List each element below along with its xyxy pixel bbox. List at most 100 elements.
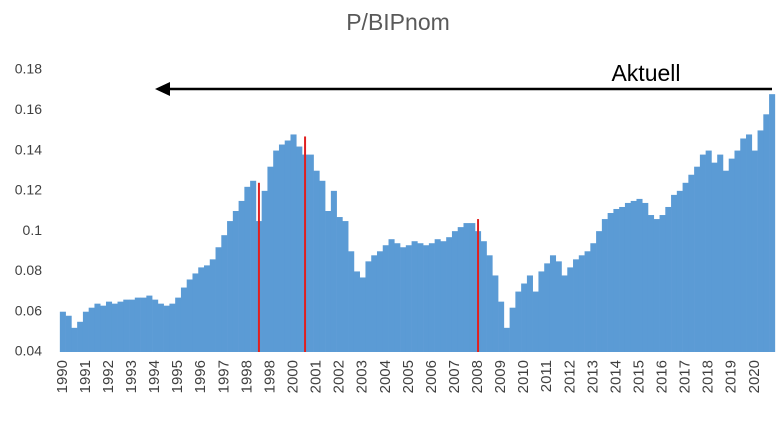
bar: [180, 287, 188, 352]
bar: [740, 138, 747, 352]
bar: [734, 150, 741, 352]
bar: [261, 190, 268, 352]
y-tick-label: 0.08: [15, 262, 42, 278]
x-tick-label: 1994: [146, 360, 163, 393]
bar: [359, 277, 366, 352]
bar: [371, 255, 378, 352]
bar: [515, 291, 522, 352]
bar: [273, 150, 280, 352]
x-tick-label: 2019: [723, 360, 740, 393]
bar: [71, 327, 78, 352]
bar: [204, 265, 211, 352]
bar: [769, 94, 776, 353]
bar: [129, 299, 136, 352]
y-tick-label: 0.16: [15, 101, 42, 117]
highlight-bar: [477, 219, 480, 352]
x-tick-label: 2012: [561, 360, 578, 393]
bar: [382, 245, 389, 352]
bar: [238, 200, 245, 352]
bar: [284, 140, 291, 352]
bar: [682, 182, 689, 352]
bar: [157, 303, 164, 352]
bar: [480, 241, 487, 352]
x-tick-label: 1998: [261, 360, 278, 393]
y-tick-label: 0.14: [15, 141, 42, 157]
bar: [711, 162, 718, 352]
bar: [688, 174, 695, 352]
x-tick-label: 2018: [700, 360, 717, 393]
bar: [353, 271, 360, 352]
bar: [163, 305, 170, 352]
bar: [763, 114, 770, 352]
bar: [82, 311, 89, 352]
bar: [290, 134, 297, 352]
bar: [757, 130, 764, 352]
bar: [388, 239, 395, 352]
x-tick-label: 1996: [192, 360, 209, 393]
bar: [584, 251, 591, 352]
bar: [417, 243, 424, 352]
bar: [423, 245, 430, 352]
bar: [457, 227, 464, 352]
arrow-head: [155, 82, 170, 96]
bar: [59, 311, 66, 352]
bar: [578, 255, 585, 352]
bar: [538, 271, 545, 352]
x-tick-label: 2020: [746, 360, 763, 393]
x-tick-label: 2006: [423, 360, 440, 393]
bar: [665, 206, 672, 352]
bar: [123, 299, 130, 352]
bar: [394, 243, 401, 352]
x-tick-label: 1993: [123, 360, 140, 393]
bar: [146, 295, 153, 352]
bar: [544, 263, 551, 352]
x-tick-label: 2017: [677, 360, 694, 393]
bar: [659, 215, 666, 352]
x-tick-label: 2001: [308, 360, 325, 393]
bar: [117, 301, 124, 352]
bar: [100, 305, 107, 352]
x-tick-label: 2011: [538, 360, 555, 392]
bar: [751, 150, 758, 352]
x-tick-label: 2003: [354, 360, 371, 393]
bar: [596, 231, 603, 352]
x-tick-label: 1995: [169, 360, 186, 393]
bar: [88, 307, 95, 352]
bar: [567, 267, 574, 352]
bar: [325, 211, 332, 352]
x-tick-label: 2015: [630, 360, 647, 393]
bar: [198, 267, 205, 352]
x-tick-label: 1990: [54, 360, 71, 393]
bar: [446, 237, 453, 352]
x-tick-label: 2005: [400, 360, 417, 393]
bar: [434, 239, 441, 352]
bar: [492, 275, 499, 352]
bar: [175, 297, 182, 352]
y-tick-label: 0.12: [15, 182, 42, 198]
bar: [486, 255, 493, 352]
bar: [267, 166, 274, 352]
highlight-bar: [257, 182, 260, 352]
bar: [348, 251, 355, 352]
bar: [549, 255, 557, 352]
bar: [451, 231, 459, 352]
bar: [699, 154, 706, 352]
bar: [428, 243, 435, 352]
bar: [405, 245, 412, 352]
bar: [728, 158, 735, 352]
bar: [717, 154, 724, 352]
bar: [642, 202, 649, 352]
x-tick-label: 2007: [446, 360, 463, 393]
bar: [313, 170, 320, 352]
bar: [509, 307, 516, 352]
bar: [503, 327, 510, 352]
bar: [746, 134, 753, 352]
bar: [694, 166, 701, 352]
bar: [215, 247, 222, 352]
x-tick-label: 2000: [284, 360, 301, 393]
x-tick-label: 2013: [584, 360, 601, 393]
bar: [469, 223, 476, 352]
bar: [342, 221, 349, 352]
bar: [705, 150, 712, 352]
